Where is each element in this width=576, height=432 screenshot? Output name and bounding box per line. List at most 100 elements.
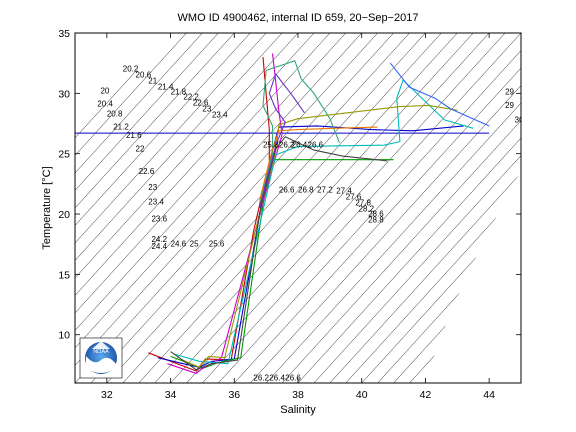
y-axis: 10 15 20 25 30 35 [58, 28, 521, 342]
density-label: 26.2 [279, 141, 295, 150]
isopycnal-line [75, 33, 283, 261]
x-tick-label: 36 [228, 389, 240, 401]
density-label: 23 [148, 183, 157, 192]
x-axis-label: Salinity [280, 404, 316, 416]
isopycnal-line [186, 33, 506, 383]
density-label: 21 [148, 77, 157, 86]
density-label: 25.6 [209, 240, 225, 249]
isopycnal-line [106, 33, 426, 383]
y-tick-label: 30 [58, 88, 70, 100]
density-label: 21.4 [158, 83, 174, 92]
density-label: 27.6 [346, 193, 362, 202]
isopycnal-line [202, 33, 521, 383]
isopycnal-line [75, 33, 171, 139]
isopycnal-line [377, 225, 521, 383]
density-label: 22 [136, 144, 145, 153]
isopycnal-line [75, 33, 362, 349]
x-axis: 32 34 36 38 40 42 44 [101, 33, 495, 401]
y-tick-label: 10 [58, 330, 70, 342]
density-label: 21.6 [126, 131, 142, 140]
profile-line [170, 136, 388, 371]
isopycnal-line [75, 33, 203, 174]
density-label: 28.2 [359, 205, 375, 214]
density-label: 20.2 [123, 65, 139, 74]
density-label: 22.2 [183, 92, 199, 101]
profile-line [179, 104, 458, 368]
density-label: 20.6 [136, 71, 152, 80]
density-label: 29 [505, 88, 514, 97]
y-tick-label: 15 [58, 269, 70, 281]
isopycnal-line [329, 172, 521, 383]
density-label: 23 [202, 104, 211, 113]
isopycnal-line [250, 85, 521, 383]
isopycnal-line [297, 137, 521, 383]
density-label: 21.2 [113, 123, 129, 132]
isopycnal-line [75, 33, 394, 383]
isopycnal-line [537, 33, 576, 383]
isopycnal-line [75, 33, 251, 226]
profile-line [148, 57, 270, 372]
blank-bottom-right [425, 170, 521, 383]
density-label: 24.2 [151, 235, 167, 244]
isopycnal-line [75, 33, 299, 279]
density-label: 26.2 [253, 374, 269, 383]
density-label: 26.6 [279, 185, 295, 194]
density-label: 30 [515, 115, 524, 124]
profile-line [173, 79, 474, 365]
isopycnal-line [75, 33, 267, 244]
y-axis-label: Temperature [°C] [41, 166, 53, 249]
noaa-logo: NOAA [79, 337, 123, 379]
x-tick-label: 38 [292, 389, 304, 401]
density-label: 20.8 [107, 109, 123, 118]
isopycnal-line [75, 33, 315, 296]
isopycnal-line [90, 33, 410, 383]
isopycnal-line [553, 33, 576, 383]
density-label: 21.8 [171, 88, 187, 97]
density-label: 28.6 [368, 209, 384, 218]
density-label: 27.4 [336, 187, 352, 196]
profile-line [389, 62, 490, 127]
isopycnal-line [75, 33, 187, 156]
isopycnal-line [75, 33, 378, 366]
density-label: 24.4 [151, 242, 167, 251]
y-tick-label: 25 [58, 149, 70, 161]
isopycnal-line [361, 207, 521, 383]
profile-line [259, 126, 378, 200]
noaa-bird-icon [92, 341, 110, 349]
x-tick-label: 44 [483, 389, 495, 401]
noaa-wave-icon [86, 356, 116, 373]
x-tick-label: 34 [165, 389, 177, 401]
isopycnal-line [218, 50, 521, 383]
density-label: 20 [100, 86, 109, 95]
isopycnal-line [122, 33, 442, 383]
isopycnal-line [234, 67, 521, 383]
density-label: 26.8 [298, 185, 314, 194]
density-label: 26.6 [308, 141, 324, 150]
density-label: 27.8 [355, 199, 371, 208]
x-tick-label: 40 [356, 389, 368, 401]
density-label: 26.4 [292, 141, 308, 150]
chart-title: WMO ID 4900462, internal ID 659, 20−Sep−… [178, 12, 419, 24]
isopycnal-line [75, 33, 219, 191]
density-label: 23.4 [148, 197, 164, 206]
density-label: 22.6 [139, 167, 155, 176]
y-tick-label: 20 [58, 209, 70, 221]
logo-text: NOAA [93, 349, 109, 355]
plot-blank-regions [75, 33, 521, 383]
isopycnal-line [170, 33, 490, 383]
isopycnal-line [138, 33, 458, 383]
isopycnal-line [313, 155, 521, 383]
density-label: 28.8 [368, 215, 384, 224]
isopycnal-line [520, 382, 521, 383]
isopycnal-line [265, 102, 521, 383]
isopycnal-line [0, 33, 43, 383]
x-tick-label: 42 [420, 389, 432, 401]
x-tick-label: 32 [101, 389, 113, 401]
profile-line [167, 53, 283, 374]
profile-line [259, 60, 340, 203]
isopycnal-line [281, 120, 521, 383]
density-label: 20.4 [97, 100, 113, 109]
blank-top-left [75, 33, 180, 123]
